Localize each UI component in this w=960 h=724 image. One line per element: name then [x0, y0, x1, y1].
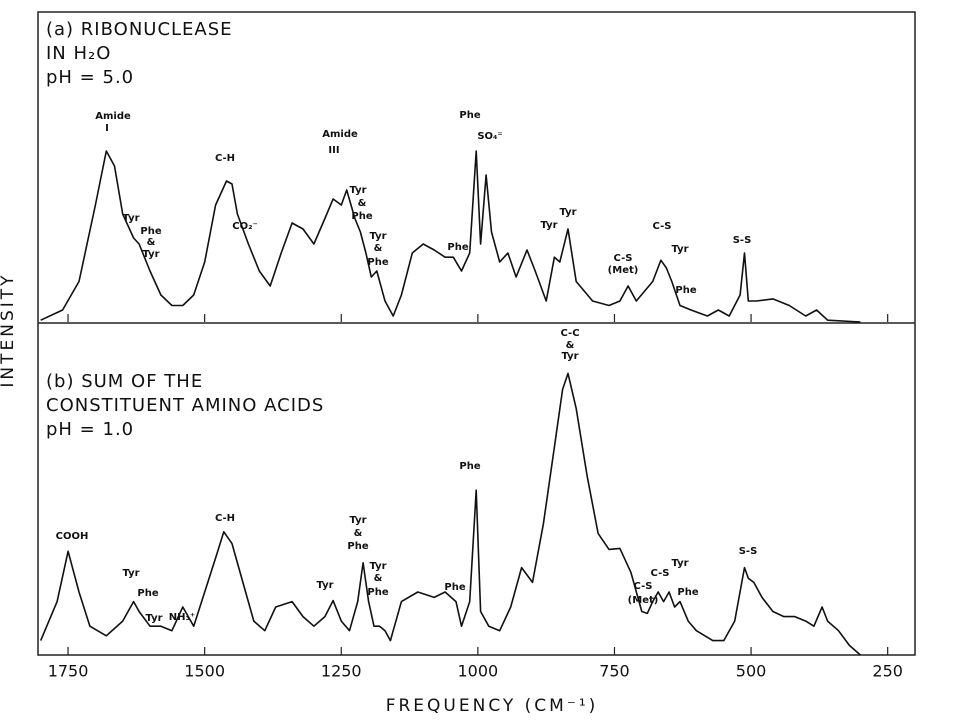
peak-label: C-S	[634, 581, 653, 592]
peak-label: Amide	[322, 129, 358, 140]
x-tick-label: 1000	[458, 662, 499, 681]
peak-label: Phe	[137, 588, 158, 599]
peak-label: C-S	[651, 568, 670, 579]
peak-label: Tyr	[540, 220, 557, 231]
peak-label: C-C	[560, 328, 579, 339]
peak-label: (Met)	[608, 265, 639, 276]
peak-label: NH₃⁺	[169, 612, 195, 623]
frame	[37, 11, 916, 656]
peak-label: &	[358, 198, 367, 209]
peak-label: Tyr	[316, 580, 333, 591]
peak-label: Tyr	[671, 244, 688, 255]
peak-label: Phe	[459, 110, 480, 121]
x-tick-label: 500	[736, 662, 767, 681]
peak-label: Tyr	[671, 558, 688, 569]
spectrum-line	[39, 372, 861, 656]
panel-title: CONSTITUENT AMINO ACIDS	[46, 395, 324, 416]
peak-label: COOH	[56, 531, 89, 542]
peak-label: Phe	[444, 582, 465, 593]
panel-title: (b) SUM OF THE	[46, 371, 203, 392]
peak-label: Tyr	[142, 249, 159, 260]
peak-label: Phe	[347, 541, 368, 552]
peak-label: Tyr	[561, 351, 578, 362]
peak-label: Tyr	[122, 568, 139, 579]
panel-title: IN H₂O	[46, 43, 111, 64]
peak-label: Tyr	[369, 561, 386, 572]
peak-label: Phe	[351, 211, 372, 222]
peak-label: C-H	[215, 513, 235, 524]
peak-label: Tyr	[349, 515, 366, 526]
peak-label: III	[328, 145, 339, 156]
peak-label: Phe	[677, 587, 698, 598]
panel-title: pH = 5.0	[46, 67, 134, 88]
peak-label: C-S	[614, 253, 633, 264]
panel-title: pH = 1.0	[46, 419, 134, 440]
peak-label: CO₂⁻	[232, 221, 258, 232]
x-axis-label: FREQUENCY (CM⁻¹)	[386, 696, 599, 716]
peak-label: Phe	[459, 461, 480, 472]
x-tick-label: 1500	[184, 662, 225, 681]
peak-label: I	[105, 123, 109, 134]
x-tick-label: 1250	[321, 662, 362, 681]
peak-label: S-S	[733, 235, 752, 246]
peak-label: Tyr	[349, 185, 366, 196]
peak-label: Phe	[367, 587, 388, 598]
peak-label: Phe	[140, 226, 161, 237]
peak-label: Tyr	[559, 207, 576, 218]
spectrum-line	[40, 150, 861, 323]
panel-title: (a) RIBONUCLEASE	[46, 19, 233, 40]
peak-label: C-S	[653, 221, 672, 232]
peak-label: &	[354, 528, 363, 539]
peak-label: Amide	[95, 111, 131, 122]
peak-label: Phe	[675, 285, 696, 296]
peak-label: &	[374, 243, 383, 254]
peak-label: (Met)	[628, 595, 659, 606]
peak-label: S-S	[739, 546, 758, 557]
peak-label: &	[374, 573, 383, 584]
x-tick-label: 250	[872, 662, 903, 681]
peak-label: &	[566, 340, 575, 351]
peak-label: Phe	[367, 257, 388, 268]
peak-label: C-H	[215, 153, 235, 164]
peak-label: Tyr	[122, 213, 139, 224]
y-axis-label: INTENSITY	[0, 272, 18, 387]
peak-label: &	[147, 237, 156, 248]
peak-label: Tyr	[145, 613, 162, 624]
x-tick-label: 750	[599, 662, 630, 681]
peak-label: SO₄⁼	[477, 131, 502, 142]
peak-label: Tyr	[369, 231, 386, 242]
x-tick-label: 1750	[48, 662, 89, 681]
peak-label: Phe	[447, 242, 468, 253]
